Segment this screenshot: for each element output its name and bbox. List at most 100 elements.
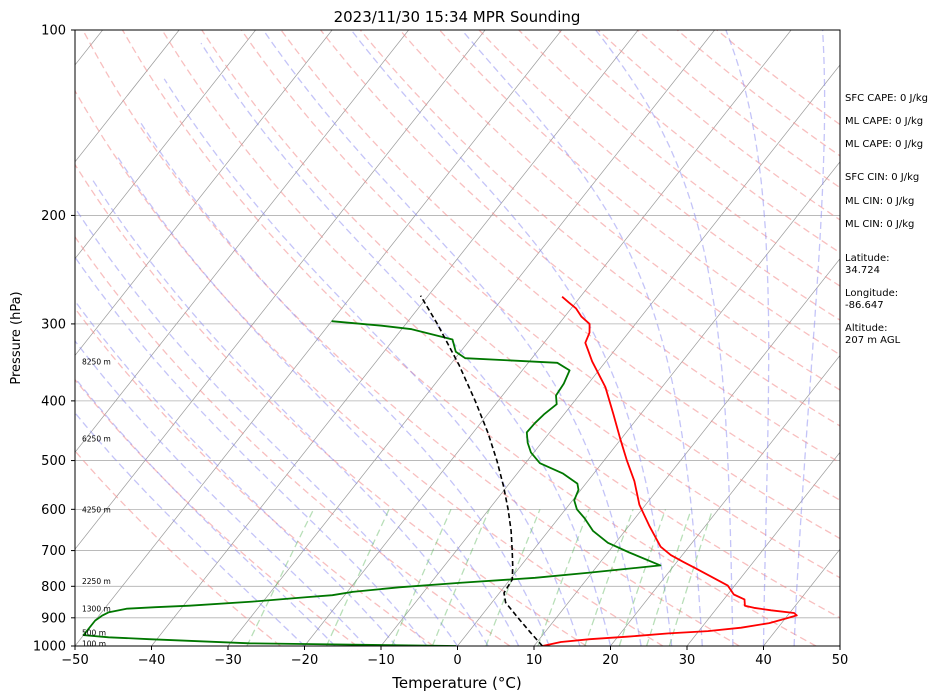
dry-adiabat-line bbox=[75, 307, 434, 646]
y-tick-label: 200 bbox=[41, 209, 66, 224]
isotherm-line bbox=[380, 64, 840, 646]
mixing-ratio-line bbox=[431, 509, 490, 646]
y-tick-label: 900 bbox=[41, 611, 66, 626]
y-axis-label: Pressure (hPa) bbox=[9, 291, 24, 384]
x-tick-label: −40 bbox=[138, 653, 165, 668]
y-tick-label: 100 bbox=[41, 24, 66, 39]
mixing-ratio-line bbox=[668, 509, 714, 646]
moist-adiabat-line bbox=[793, 30, 826, 646]
isotherm-line bbox=[686, 451, 840, 646]
mixing-ratio-line bbox=[246, 509, 315, 646]
mixing-ratio-line bbox=[391, 509, 452, 646]
moist-adiabat-line bbox=[75, 339, 367, 646]
isotherm-line bbox=[610, 354, 840, 646]
dry-adiabat-line bbox=[557, 30, 840, 254]
moist-adiabat-line bbox=[75, 411, 305, 646]
dry-adiabat-line bbox=[240, 30, 840, 540]
dry-adiabat-line bbox=[399, 30, 840, 391]
y-tick-label: 600 bbox=[41, 503, 66, 518]
temperature-profile-line bbox=[542, 296, 798, 646]
moist-adiabat-line bbox=[595, 30, 734, 646]
mixing-ratio-line bbox=[537, 509, 590, 646]
sounding-stat-text: SFC CIN: 0 J/kg bbox=[845, 172, 920, 183]
sounding-stat-text: ML CAPE: 0 J/kg bbox=[845, 116, 924, 127]
background-grid bbox=[75, 30, 840, 646]
x-tick-label: −50 bbox=[61, 653, 88, 668]
isotherm-line bbox=[75, 30, 180, 163]
height-label: 8250 m bbox=[82, 357, 111, 366]
x-axis-label: Temperature (°C) bbox=[391, 674, 521, 692]
dry-adiabat-line bbox=[518, 30, 840, 287]
height-label: 4250 m bbox=[82, 505, 111, 514]
moist-adiabat-line bbox=[138, 119, 550, 646]
sounding-stat-text: Latitude: 34.724 bbox=[845, 253, 890, 276]
height-label: 500 m bbox=[82, 628, 106, 637]
x-tick-label: −10 bbox=[367, 653, 394, 668]
x-tick-label: 0 bbox=[453, 653, 461, 668]
dry-adiabat-line bbox=[359, 30, 840, 427]
isotherm-line bbox=[75, 30, 486, 550]
moist-adiabat-line bbox=[163, 78, 581, 646]
y-tick-label: 700 bbox=[41, 544, 66, 559]
axes: −50 −40 −30 −20 −10 0 10 20 30 40 50 100 200 300 400 50… bbox=[33, 24, 848, 669]
isotherm-line bbox=[151, 30, 639, 646]
height-label: 6250 m bbox=[82, 434, 111, 443]
sounding-stat-text: ML CIN: 0 J/kg bbox=[845, 196, 915, 207]
dry-adiabat-line bbox=[161, 30, 840, 619]
dry-adiabat-line bbox=[75, 450, 281, 646]
height-label: 1300 m bbox=[82, 605, 111, 614]
moist-adiabat-line bbox=[461, 30, 703, 646]
y-tick-label: 800 bbox=[41, 580, 66, 595]
sounding-stat-text: ML CIN: 0 J/kg bbox=[845, 219, 915, 230]
moist-adiabat-line bbox=[75, 208, 459, 646]
sounding-stat-text: Longitude: -86.647 bbox=[845, 288, 899, 311]
dewpoint-profile-line bbox=[82, 320, 662, 646]
y-tick-label: 300 bbox=[41, 317, 66, 332]
moist-adiabat-line bbox=[75, 376, 336, 646]
dry-adiabat-line bbox=[676, 30, 840, 157]
moist-adiabat-line bbox=[262, 30, 642, 646]
dry-adiabat-line bbox=[320, 30, 840, 464]
x-tick-label: 20 bbox=[602, 653, 619, 668]
x-tick-label: 50 bbox=[832, 653, 849, 668]
x-tick-label: 30 bbox=[679, 653, 696, 668]
dry-adiabat-line bbox=[637, 30, 840, 189]
x-tick-label: −30 bbox=[214, 653, 241, 668]
isotherm-line bbox=[533, 258, 840, 646]
dry-adiabat-line bbox=[478, 30, 840, 321]
mixing-ratio-line bbox=[485, 509, 541, 646]
y-tick-label: 1000 bbox=[33, 640, 66, 655]
chart-title: 2023/11/30 15:34 MPR Sounding bbox=[334, 8, 581, 26]
dry-adiabat-line bbox=[75, 163, 587, 646]
mixing-ratio-line bbox=[645, 509, 692, 646]
x-tick-label: −20 bbox=[291, 653, 318, 668]
sounding-stat-text: SFC CAPE: 0 J/kg bbox=[845, 93, 928, 104]
mixing-ratio-line bbox=[584, 509, 634, 646]
dry-adiabat-line bbox=[121, 30, 817, 646]
x-tick-label: 10 bbox=[526, 653, 543, 668]
y-tick-label: 500 bbox=[41, 454, 66, 469]
height-labels: 8250 m 6250 m 4250 m 2250 m 1300 m 500 m 100 m bbox=[82, 357, 111, 648]
dry-adiabat-line bbox=[82, 30, 740, 646]
dry-adiabat-line bbox=[75, 89, 664, 646]
isotherm-line bbox=[304, 30, 792, 646]
plot-frame bbox=[74, 29, 841, 647]
moist-adiabat-line bbox=[75, 299, 397, 646]
mixing-ratio-line bbox=[325, 509, 390, 646]
x-tick-label: 40 bbox=[755, 653, 772, 668]
sounding-stat-text: ML CAPE: 0 J/kg bbox=[845, 139, 924, 150]
series-layer bbox=[82, 295, 798, 646]
y-tick-label: 400 bbox=[41, 394, 66, 409]
isotherm-line bbox=[75, 30, 409, 453]
moist-adiabat-line bbox=[91, 179, 489, 646]
mixing-ratio-line bbox=[618, 509, 667, 646]
sounding-stat-text: Altitude: 207 m AGL bbox=[845, 323, 901, 346]
moist-adiabat-line bbox=[75, 256, 428, 646]
parcel-profile-line bbox=[419, 295, 543, 646]
isotherm-line bbox=[75, 30, 256, 260]
moist-adiabat-line bbox=[116, 155, 520, 646]
dry-adiabat-line bbox=[201, 30, 840, 579]
dry-adiabat-line bbox=[75, 235, 511, 646]
height-label: 100 m bbox=[82, 639, 106, 648]
